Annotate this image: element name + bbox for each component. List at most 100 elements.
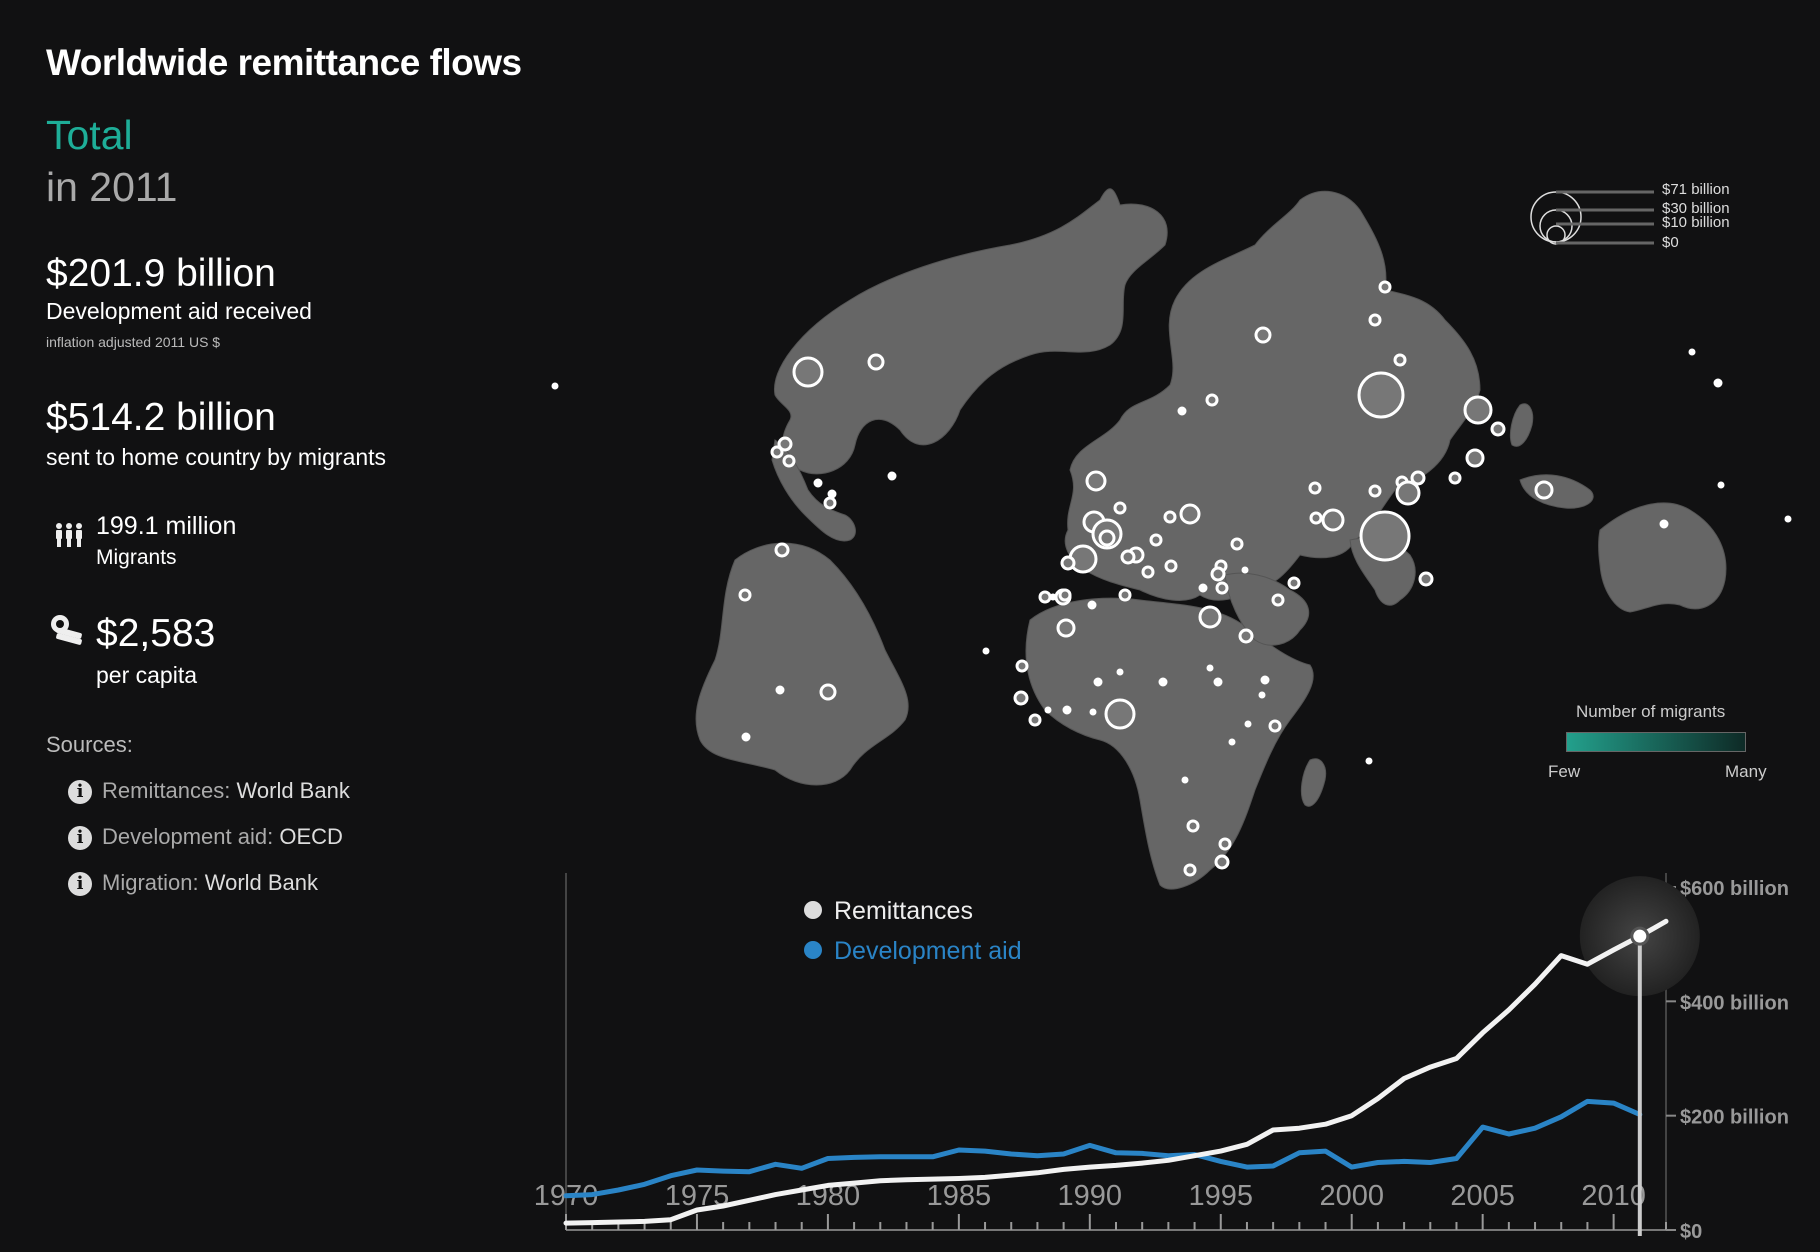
country-bubble[interactable] (1260, 675, 1270, 685)
info-icon[interactable]: i (68, 780, 92, 805)
country-bubble[interactable] (1116, 668, 1124, 676)
country-bubble[interactable] (1448, 471, 1462, 485)
country-bubble[interactable] (1238, 628, 1254, 644)
country-bubble[interactable] (1104, 698, 1136, 730)
country-bubble[interactable] (1271, 593, 1285, 607)
country-bubble[interactable] (782, 454, 796, 468)
country-bubble[interactable] (1179, 503, 1201, 525)
country-bubble[interactable] (1368, 484, 1382, 498)
source-migration[interactable]: i Migration: World Bank (68, 868, 318, 898)
series-line-development-aid[interactable] (563, 1098, 1643, 1199)
country-bubble[interactable] (1186, 819, 1200, 833)
country-bubble[interactable] (1258, 691, 1266, 699)
country-bubble[interactable] (1015, 659, 1029, 673)
country-bubble[interactable] (1784, 515, 1792, 523)
country-bubble[interactable] (1393, 353, 1407, 367)
country-bubble[interactable] (777, 436, 793, 452)
country-bubble[interactable] (1164, 559, 1178, 573)
country-bubble[interactable] (1198, 605, 1222, 629)
country-bubble[interactable] (1038, 590, 1052, 604)
country-bubble[interactable] (1013, 690, 1029, 706)
land-madagascar[interactable] (1300, 758, 1327, 807)
land-australia[interactable] (1598, 502, 1727, 613)
country-bubble[interactable] (1158, 677, 1168, 687)
country-bubble[interactable] (1228, 738, 1236, 746)
info-icon[interactable]: i (68, 826, 92, 851)
country-bubble[interactable] (775, 685, 785, 695)
country-bubble[interactable] (741, 732, 751, 742)
country-bubble[interactable] (1254, 326, 1272, 344)
country-bubble[interactable] (1268, 719, 1282, 733)
country-bubble[interactable] (1308, 481, 1322, 495)
source-development-aid[interactable]: i Development aid: OECD (68, 822, 343, 852)
country-bubble[interactable] (1213, 677, 1223, 687)
country-bubble[interactable] (1410, 470, 1426, 486)
country-bubble[interactable] (1181, 776, 1189, 784)
country-bubble[interactable] (1141, 565, 1155, 579)
country-bubble[interactable] (792, 356, 824, 388)
country-bubble[interactable] (1241, 566, 1249, 574)
country-bubble[interactable] (887, 471, 897, 481)
country-bubble[interactable] (551, 382, 559, 390)
country-bubble[interactable] (1659, 519, 1669, 529)
country-bubble[interactable] (1244, 720, 1252, 728)
land-arabia[interactable] (1224, 572, 1310, 646)
country-bubble[interactable] (1062, 705, 1072, 715)
country-bubble[interactable] (1056, 618, 1076, 638)
country-bubble[interactable] (1321, 508, 1345, 532)
land-south-america[interactable] (695, 542, 909, 786)
country-bubble[interactable] (1368, 313, 1382, 327)
country-bubble[interactable] (1418, 571, 1434, 587)
country-bubble[interactable] (1210, 566, 1226, 582)
country-bubble[interactable] (1058, 588, 1072, 602)
country-bubble[interactable] (1163, 510, 1177, 524)
country-bubble[interactable] (867, 353, 885, 371)
country-bubble[interactable] (1287, 576, 1301, 590)
country-bubble[interactable] (1089, 708, 1097, 716)
country-bubble[interactable] (1309, 511, 1323, 525)
source-remittances[interactable]: i Remittances: World Bank (68, 776, 350, 806)
country-bubble[interactable] (1198, 583, 1208, 593)
country-bubble[interactable] (1085, 470, 1107, 492)
series-line-remittances[interactable] (563, 918, 1669, 1226)
country-bubble[interactable] (1044, 706, 1052, 714)
country-bubble[interactable] (813, 478, 823, 488)
country-bubble[interactable] (1490, 421, 1506, 437)
country-bubble[interactable] (1218, 837, 1232, 851)
country-bubble[interactable] (1113, 501, 1127, 515)
country-bubble[interactable] (1093, 677, 1103, 687)
country-bubble[interactable] (1028, 713, 1042, 727)
legend-development-aid[interactable]: Development aid (804, 937, 1022, 966)
country-bubble[interactable] (1688, 348, 1696, 356)
country-bubble[interactable] (1463, 395, 1493, 425)
country-bubble[interactable] (827, 489, 837, 499)
country-bubble[interactable] (1395, 480, 1421, 506)
year-marker-icon[interactable] (1630, 926, 1650, 946)
land-japan[interactable] (1509, 403, 1534, 447)
land-north-america[interactable] (773, 188, 1168, 475)
country-bubble[interactable] (770, 445, 784, 459)
country-bubble[interactable] (1214, 854, 1230, 870)
country-bubble[interactable] (1098, 529, 1116, 547)
country-bubble[interactable] (1717, 481, 1725, 489)
country-bubble[interactable] (1359, 510, 1411, 562)
country-bubble[interactable] (819, 683, 837, 701)
country-bubble[interactable] (1149, 533, 1163, 547)
country-bubble[interactable] (1378, 280, 1392, 294)
country-bubble[interactable] (1465, 448, 1485, 468)
country-bubble[interactable] (1183, 863, 1197, 877)
country-bubble[interactable] (1087, 600, 1097, 610)
legend-remittances[interactable]: Remittances (804, 897, 973, 926)
country-bubble[interactable] (1534, 480, 1554, 500)
region-name[interactable]: Total (46, 112, 133, 158)
country-bubble[interactable] (738, 588, 752, 602)
country-bubble[interactable] (1060, 555, 1076, 571)
country-bubble[interactable] (1713, 378, 1723, 388)
country-bubble[interactable] (1205, 393, 1219, 407)
country-bubble[interactable] (982, 647, 990, 655)
country-bubble[interactable] (1230, 537, 1244, 551)
country-bubble[interactable] (1206, 664, 1214, 672)
country-bubble[interactable] (1357, 371, 1405, 419)
